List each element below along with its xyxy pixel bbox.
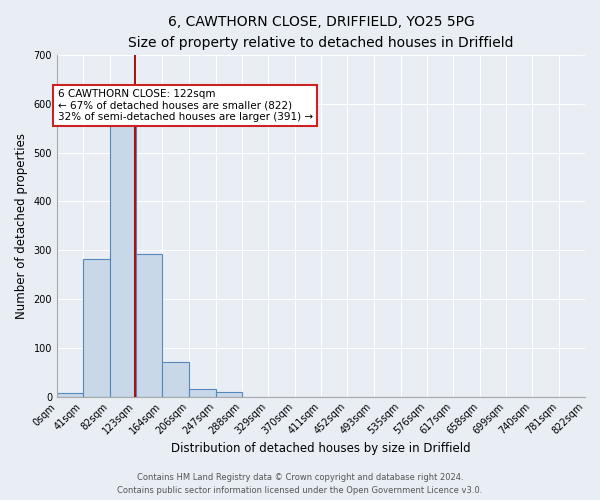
Text: 6 CAWTHORN CLOSE: 122sqm
← 67% of detached houses are smaller (822)
32% of semi-: 6 CAWTHORN CLOSE: 122sqm ← 67% of detach… xyxy=(58,89,313,122)
Bar xyxy=(189,389,215,396)
Bar xyxy=(162,362,188,396)
Bar xyxy=(110,120,136,396)
Y-axis label: Number of detached properties: Number of detached properties xyxy=(15,133,28,319)
Bar xyxy=(83,259,110,396)
X-axis label: Distribution of detached houses by size in Driffield: Distribution of detached houses by size … xyxy=(171,442,471,455)
Bar xyxy=(57,393,83,396)
Text: Contains HM Land Registry data © Crown copyright and database right 2024.
Contai: Contains HM Land Registry data © Crown c… xyxy=(118,474,482,495)
Bar xyxy=(215,392,242,396)
Title: 6, CAWTHORN CLOSE, DRIFFIELD, YO25 5PG
Size of property relative to detached hou: 6, CAWTHORN CLOSE, DRIFFIELD, YO25 5PG S… xyxy=(128,15,514,50)
Bar xyxy=(136,254,162,396)
